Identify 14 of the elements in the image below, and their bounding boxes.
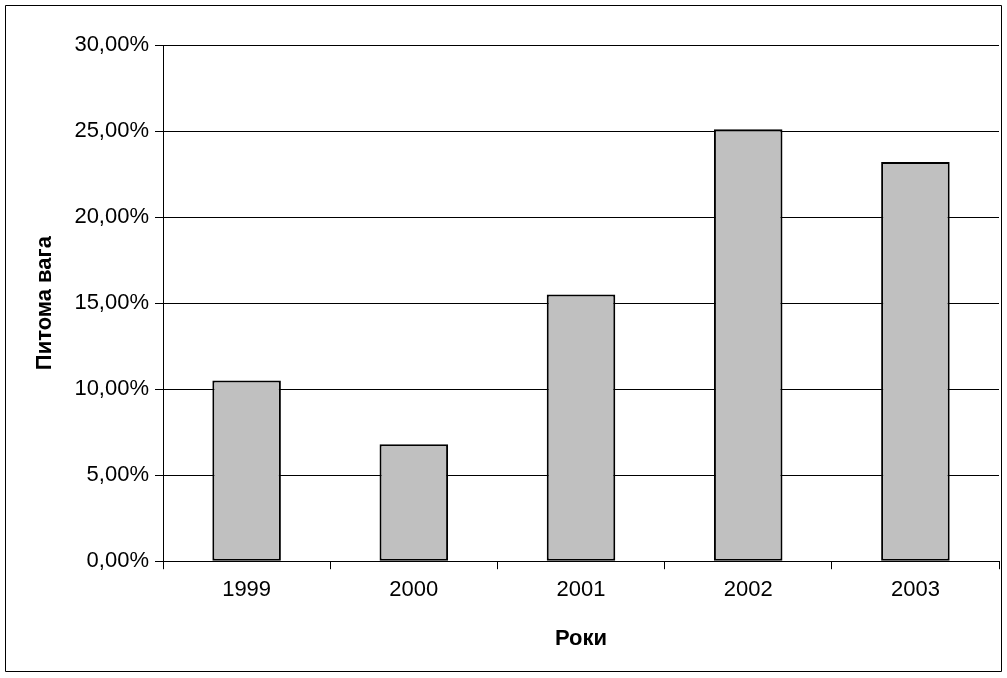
y-tick-label: 20,00% <box>74 203 150 229</box>
y-tick-label: 10,00% <box>74 375 150 401</box>
y-tick-label: 5,00% <box>86 461 150 487</box>
x-tick-label: 2003 <box>890 576 940 602</box>
x-axis-title: Роки <box>554 624 608 650</box>
y-tick-label: 30,00% <box>74 31 150 57</box>
x-tick-label: 2002 <box>723 576 773 602</box>
y-tick-label: 25,00% <box>74 117 150 143</box>
x-tick-label: 1999 <box>222 576 272 602</box>
x-tick-label: 2000 <box>389 576 439 602</box>
y-tick-label: 0,00% <box>86 547 150 573</box>
y-axis-title: Питома вага <box>31 235 57 371</box>
x-tick-label: 2001 <box>556 576 606 602</box>
y-tick-label: 15,00% <box>74 289 150 315</box>
